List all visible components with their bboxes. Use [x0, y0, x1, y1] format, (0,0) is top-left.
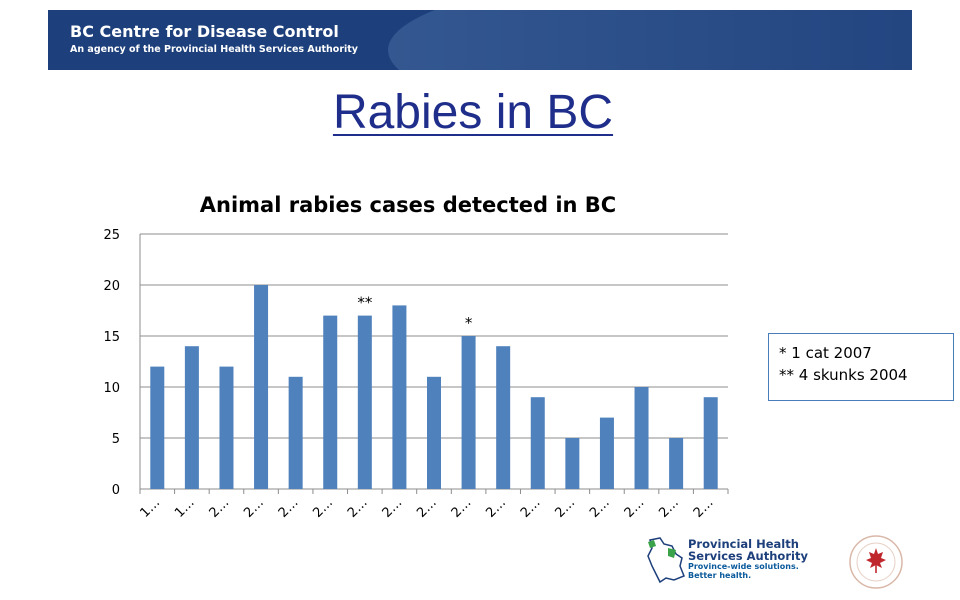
org-name: BC Centre for Disease Control — [70, 22, 339, 41]
footnote-line-2: ** 4 skunks 2004 — [779, 366, 908, 384]
x-tick-label-10: 2… — [483, 495, 509, 521]
bar-0 — [150, 366, 165, 489]
bar-8 — [427, 376, 441, 489]
phsa-name: Provincial Health Services Authority — [688, 538, 808, 562]
bar-10 — [496, 346, 511, 489]
x-tick-label-12: 2… — [553, 495, 579, 521]
accreditation-seal-icon — [849, 535, 903, 589]
y-tick-label-10: 10 — [103, 381, 120, 396]
x-tick-label-15: 2… — [656, 495, 682, 521]
bar-annotation-0: ** — [357, 294, 373, 312]
bar-16 — [703, 397, 718, 489]
bar-1 — [184, 346, 199, 489]
phsa-name-line-1: Provincial Health — [688, 537, 799, 551]
bar-7 — [392, 305, 407, 489]
y-tick-label-0: 0 — [112, 483, 120, 498]
bar-6 — [357, 315, 372, 489]
x-tick-label-2: 2… — [207, 495, 233, 521]
y-tick-label-15: 15 — [103, 330, 120, 345]
x-tick-label-0: 1… — [137, 495, 163, 521]
org-subtitle: An agency of the Provincial Health Servi… — [70, 44, 358, 55]
x-tick-label-5: 2… — [310, 495, 336, 521]
x-tick-label-13: 2… — [587, 495, 613, 521]
phsa-tagline-line-2: Better health. — [688, 571, 752, 580]
bar-9 — [461, 336, 476, 489]
bc-map-icon — [647, 537, 685, 584]
bar-annotation-1: * — [465, 314, 473, 332]
bar-12 — [565, 438, 580, 489]
y-tick-label-5: 5 — [112, 432, 120, 447]
bar-3 — [254, 285, 269, 489]
footnote-line-1: * 1 cat 2007 — [779, 344, 872, 362]
x-tick-label-14: 2… — [622, 495, 648, 521]
x-tick-label-7: 2… — [380, 495, 406, 521]
y-tick-label-20: 20 — [103, 279, 120, 294]
x-tick-label-16: 2… — [691, 495, 717, 521]
bar-11 — [530, 397, 545, 489]
banner-swoosh-decoration — [388, 10, 912, 70]
bar-2 — [219, 366, 234, 489]
bar-15 — [669, 438, 684, 489]
x-tick-label-11: 2… — [518, 495, 544, 521]
bar-14 — [634, 387, 649, 489]
phsa-tagline: Province-wide solutions. Better health. — [688, 562, 799, 580]
bar-5 — [323, 315, 338, 489]
x-tick-label-6: 2… — [345, 495, 371, 521]
x-tick-label-4: 2… — [276, 495, 302, 521]
header-banner: BC Centre for Disease Control An agency … — [48, 10, 912, 70]
phsa-name-line-2: Services Authority — [688, 549, 808, 563]
y-tick-label-25: 25 — [103, 228, 120, 243]
footnote-box: * 1 cat 2007 ** 4 skunks 2004 — [768, 333, 954, 401]
chart-title: Animal rabies cases detected in BC — [200, 193, 616, 217]
bar-4 — [288, 376, 303, 489]
slide-title: Rabies in BC — [332, 86, 614, 139]
phsa-tagline-line-1: Province-wide solutions. — [688, 562, 799, 571]
phsa-logo: Provincial Health Services Authority Pro… — [646, 536, 816, 584]
x-tick-label-1: 1… — [172, 495, 198, 521]
bar-13 — [599, 417, 614, 489]
x-tick-label-3: 2… — [241, 495, 267, 521]
x-tick-label-9: 2… — [449, 495, 475, 521]
x-tick-label-8: 2… — [414, 495, 440, 521]
